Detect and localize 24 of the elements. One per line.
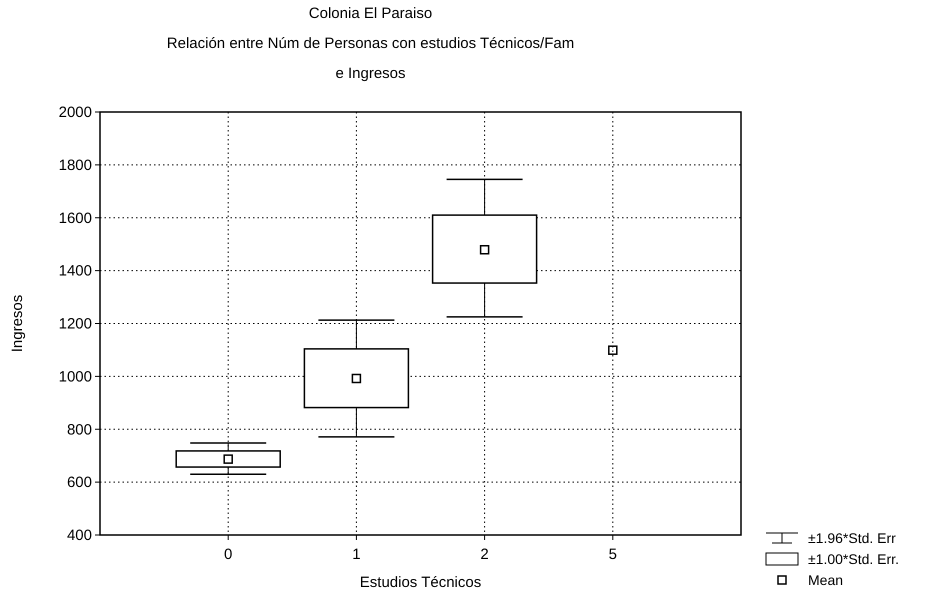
legend-label: Mean	[808, 572, 844, 588]
y-tick-label: 1000	[58, 368, 92, 386]
y-tick-label: 1200	[58, 316, 92, 332]
x-tick-label: 5	[608, 546, 617, 563]
chart-subtitle: Relación entre Núm de Personas con estudios Técnicos/Fam e Ingresos	[166, 35, 574, 82]
y-tick-label: 600	[66, 474, 92, 492]
x-tick-label: 0	[224, 546, 232, 563]
point	[223, 454, 233, 464]
chart-title: Colonia El Paraiso	[308, 5, 432, 22]
y-tick-label: 1400	[58, 262, 92, 280]
y-tick-label: 400	[66, 527, 92, 544]
y-tick-label: 2000	[58, 104, 92, 121]
point	[480, 244, 490, 254]
y-tick-label: 1600	[58, 210, 92, 227]
point	[352, 374, 362, 384]
text: ±1.00*Std. Err.	[808, 551, 899, 567]
x-tick-label: 1	[352, 546, 361, 563]
y-axis-title: Ingresos	[9, 294, 26, 352]
y-tick-label: 800	[66, 421, 92, 438]
y-tick-label: 1800	[58, 156, 92, 174]
point	[608, 345, 618, 355]
x-tick-label: 2	[480, 546, 489, 563]
x-axis-title: Estudios Técnicos	[360, 574, 482, 591]
legend-label: ±1.96*Std. Err	[808, 530, 896, 546]
